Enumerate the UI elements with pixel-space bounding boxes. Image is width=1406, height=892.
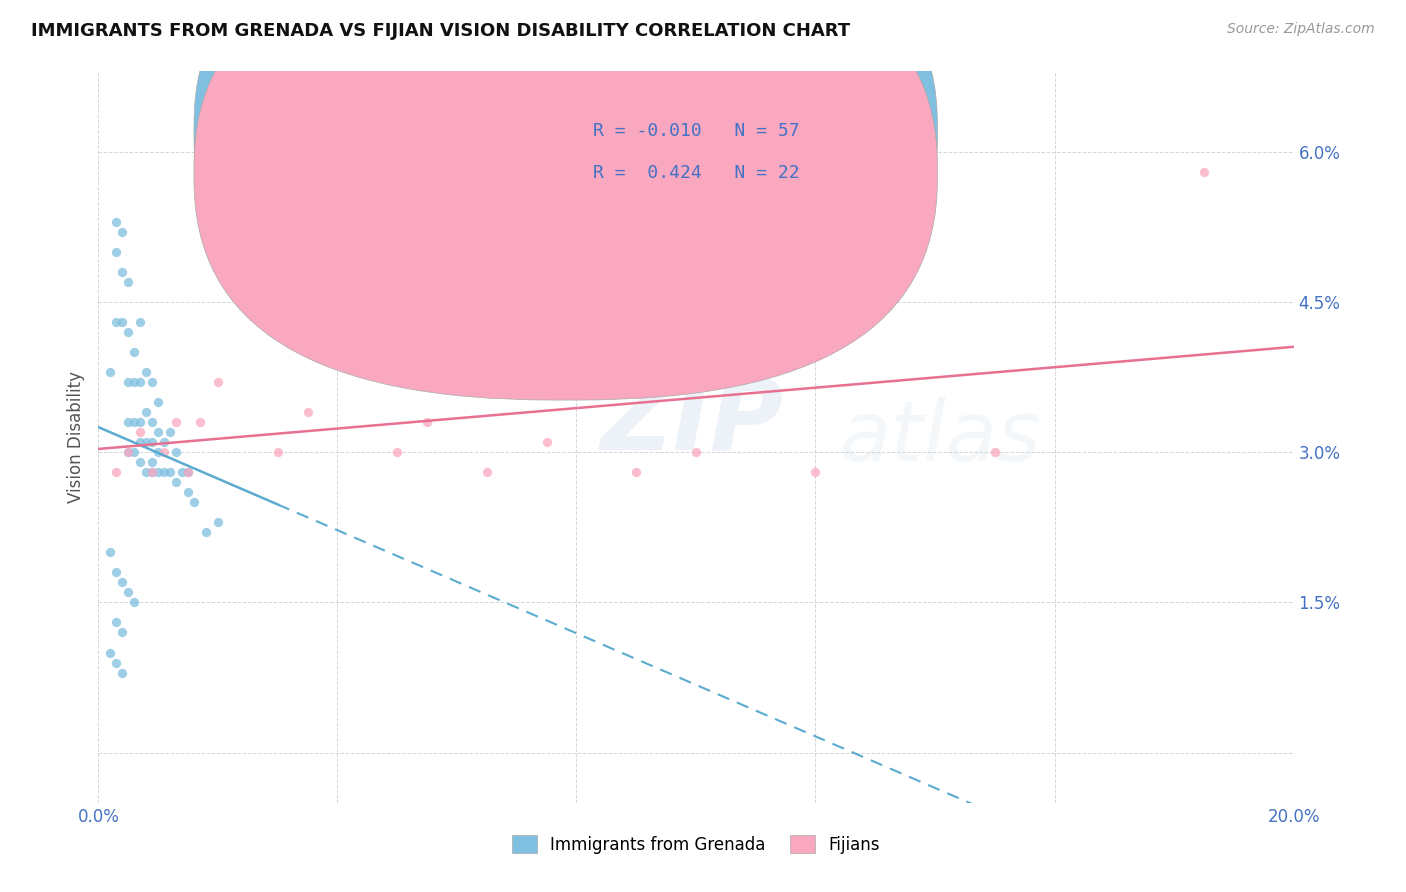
- Point: [111, 625, 134, 640]
- Point: [111, 575, 134, 590]
- Point: [111, 265, 134, 279]
- Point: [124, 595, 146, 609]
- Y-axis label: Vision Disability: Vision Disability: [66, 371, 84, 503]
- Point: [98, 646, 122, 660]
- Point: [326, 345, 349, 359]
- Point: [124, 375, 146, 389]
- Point: [124, 445, 146, 459]
- Point: [183, 495, 205, 509]
- Point: [135, 465, 157, 479]
- Point: [177, 485, 200, 500]
- Point: [129, 415, 152, 429]
- Text: R = -0.010   N = 57: R = -0.010 N = 57: [593, 122, 800, 140]
- Point: [105, 566, 128, 580]
- Point: [195, 525, 218, 540]
- Point: [165, 415, 187, 429]
- Point: [141, 415, 163, 429]
- Point: [207, 375, 229, 389]
- Point: [117, 275, 139, 289]
- Text: ZIP: ZIP: [600, 374, 783, 471]
- Point: [129, 425, 152, 439]
- Point: [177, 465, 200, 479]
- Point: [105, 214, 128, 228]
- Point: [159, 425, 181, 439]
- Point: [98, 545, 122, 559]
- Point: [159, 465, 181, 479]
- Point: [153, 435, 176, 450]
- Point: [135, 405, 157, 419]
- Point: [105, 656, 128, 670]
- Point: [129, 455, 152, 469]
- Text: atlas: atlas: [839, 397, 1040, 477]
- Point: [105, 615, 128, 630]
- Point: [804, 465, 827, 479]
- Point: [297, 405, 319, 419]
- Point: [117, 445, 139, 459]
- Point: [177, 465, 200, 479]
- Text: Source: ZipAtlas.com: Source: ZipAtlas.com: [1227, 22, 1375, 37]
- Point: [385, 445, 409, 459]
- Point: [153, 445, 176, 459]
- Point: [117, 325, 139, 339]
- Point: [117, 445, 139, 459]
- Point: [536, 435, 558, 450]
- Point: [207, 515, 229, 529]
- Point: [188, 415, 211, 429]
- Point: [105, 315, 128, 329]
- Point: [1192, 164, 1215, 178]
- FancyBboxPatch shape: [194, 0, 938, 401]
- Point: [111, 225, 134, 239]
- Point: [475, 465, 498, 479]
- Point: [148, 425, 170, 439]
- Point: [135, 365, 157, 379]
- Point: [111, 315, 134, 329]
- Point: [141, 435, 163, 450]
- Point: [165, 475, 187, 490]
- Point: [117, 375, 139, 389]
- Point: [141, 465, 163, 479]
- Point: [129, 375, 152, 389]
- FancyBboxPatch shape: [529, 94, 887, 195]
- Point: [148, 465, 170, 479]
- Point: [105, 244, 128, 259]
- Point: [984, 445, 1007, 459]
- Point: [98, 365, 122, 379]
- Point: [124, 345, 146, 359]
- Point: [141, 465, 163, 479]
- Point: [416, 415, 439, 429]
- Legend: Immigrants from Grenada, Fijians: Immigrants from Grenada, Fijians: [505, 829, 887, 860]
- Point: [165, 445, 187, 459]
- Point: [135, 435, 157, 450]
- Point: [105, 465, 128, 479]
- Point: [172, 465, 194, 479]
- Point: [148, 395, 170, 409]
- Point: [236, 294, 259, 309]
- Point: [153, 465, 176, 479]
- Point: [124, 415, 146, 429]
- Point: [626, 465, 648, 479]
- Point: [117, 585, 139, 599]
- Text: IMMIGRANTS FROM GRENADA VS FIJIAN VISION DISABILITY CORRELATION CHART: IMMIGRANTS FROM GRENADA VS FIJIAN VISION…: [31, 22, 851, 40]
- Point: [117, 415, 139, 429]
- Point: [148, 445, 170, 459]
- Point: [111, 665, 134, 680]
- Point: [685, 445, 707, 459]
- Point: [129, 435, 152, 450]
- FancyBboxPatch shape: [194, 0, 938, 359]
- Point: [129, 315, 152, 329]
- Point: [141, 455, 163, 469]
- Point: [267, 445, 290, 459]
- Text: R =  0.424   N = 22: R = 0.424 N = 22: [593, 163, 800, 182]
- Point: [141, 375, 163, 389]
